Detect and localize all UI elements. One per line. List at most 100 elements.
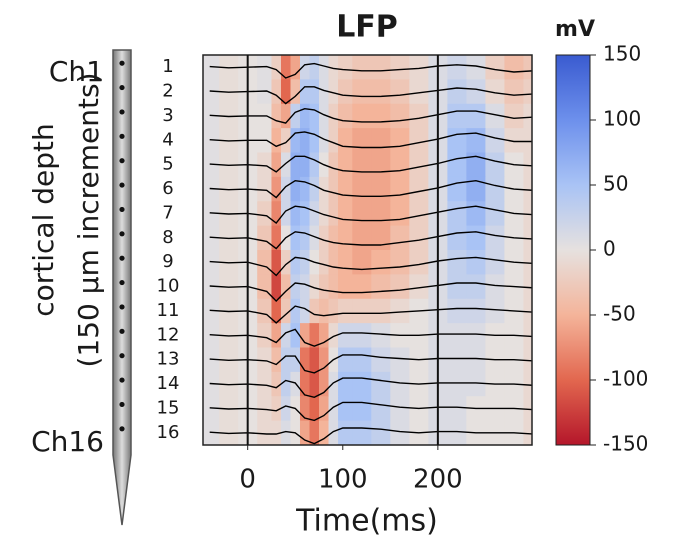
channel-label: 14 <box>157 373 180 394</box>
heatmap-cell <box>203 55 220 80</box>
heatmap-cell <box>328 420 339 445</box>
heatmap-cell <box>371 79 391 105</box>
heatmap-cell <box>371 250 391 275</box>
heatmap-cell <box>257 347 272 373</box>
heatmap-cell <box>352 347 372 373</box>
heatmap-cell <box>280 347 291 373</box>
probe-contact <box>119 255 125 261</box>
heatmap-cell <box>203 128 220 153</box>
heatmap-cell <box>309 371 320 397</box>
heatmap-cell <box>257 274 272 300</box>
heatmap-cell <box>466 79 486 105</box>
channel-label: 12 <box>157 324 180 345</box>
plot-frame <box>202 54 533 446</box>
heatmap-cell <box>390 176 410 202</box>
heatmap-cell <box>257 152 272 178</box>
lfp-trace <box>209 205 532 224</box>
heatmap-cell <box>390 55 410 80</box>
heatmap-cell <box>447 55 467 80</box>
heatmap-cell <box>299 298 310 324</box>
heatmap-cell <box>409 250 429 275</box>
heatmap-cell <box>319 103 330 129</box>
heatmap-cell <box>328 103 339 129</box>
channel-label: 2 <box>162 81 173 102</box>
heatmap-cell <box>257 420 272 445</box>
heatmap-cell <box>271 323 282 348</box>
heatmap-cell <box>309 225 320 251</box>
heatmap-cell <box>309 323 320 348</box>
heatmap-cell <box>485 274 505 300</box>
heatmap-cell <box>257 371 272 397</box>
heatmap-cell <box>257 201 272 227</box>
colorbar-tick-label: 0 <box>603 237 616 261</box>
heatmap-cell <box>447 274 467 300</box>
heatmap-cell <box>447 225 467 251</box>
heatmap-cell <box>338 176 353 202</box>
heatmap-cell <box>466 347 486 373</box>
heatmap-cell <box>319 347 330 373</box>
lfp-trace <box>209 107 532 124</box>
heatmap-cell <box>280 298 291 324</box>
heatmap-cell <box>328 55 339 80</box>
heatmap-cell <box>309 152 320 178</box>
heatmap-cell <box>390 201 410 227</box>
colorbar-tick-label: 50 <box>603 172 628 196</box>
channel-label: 7 <box>162 202 173 223</box>
lfp-trace <box>209 328 532 347</box>
heatmap-cell <box>203 371 220 397</box>
heatmap-cell <box>257 250 272 275</box>
lfp-trace <box>209 354 532 374</box>
heatmap-cell <box>352 79 372 105</box>
y-axis-label: cortical depth <box>27 123 60 317</box>
heatmap-cell <box>447 128 467 153</box>
heatmap-cell <box>338 225 353 251</box>
channel-label: 8 <box>162 227 173 248</box>
probe-contact <box>119 158 125 164</box>
probe-contact <box>119 133 125 139</box>
heatmap-cell <box>371 201 391 227</box>
heatmap-cell <box>203 323 220 348</box>
heatmap-cell <box>203 347 220 373</box>
heatmap-cell <box>280 103 291 129</box>
heatmap-cell <box>309 103 320 129</box>
heatmap-cell <box>447 420 467 445</box>
heatmap-cell <box>390 250 410 275</box>
colorbar-label: mV <box>555 17 595 42</box>
heatmap-cell <box>504 128 524 153</box>
heatmap-cell <box>203 250 220 275</box>
heatmap-cell <box>466 152 486 178</box>
heatmap-cell <box>257 323 272 348</box>
heatmap-cell <box>203 103 220 129</box>
heatmap-cell <box>390 347 410 373</box>
heatmap-cell <box>328 225 339 251</box>
heatmap-cell <box>523 79 532 105</box>
heatmap-cell <box>299 250 310 275</box>
channel-label: 15 <box>157 397 180 418</box>
heatmap-cell <box>309 396 320 422</box>
lfp-trace <box>209 179 532 199</box>
heatmap-cell <box>271 103 282 129</box>
heatmap-cell <box>352 298 372 324</box>
probe <box>112 49 132 526</box>
heatmap-cell <box>290 347 301 373</box>
heatmap-cell <box>328 371 339 397</box>
heatmap-cell <box>371 274 391 300</box>
heatmap-cell <box>299 420 310 445</box>
heatmap-cell <box>280 152 291 178</box>
heatmap-cell <box>447 79 467 105</box>
heatmap-cell <box>271 298 282 324</box>
lfp-trace <box>209 427 532 445</box>
heatmap-cell <box>352 55 372 80</box>
heatmap-cell <box>290 152 301 178</box>
heatmap-cell <box>299 274 310 300</box>
heatmap-cell <box>504 103 524 129</box>
heatmap-cell <box>352 225 372 251</box>
channel-label: 10 <box>157 276 180 297</box>
heatmap-cell <box>390 298 410 324</box>
heatmap-cell <box>319 420 330 445</box>
heatmap-cell <box>309 55 320 80</box>
heatmap-cell <box>203 396 220 422</box>
heatmap-cell <box>319 371 330 397</box>
probe-contact <box>119 84 125 91</box>
